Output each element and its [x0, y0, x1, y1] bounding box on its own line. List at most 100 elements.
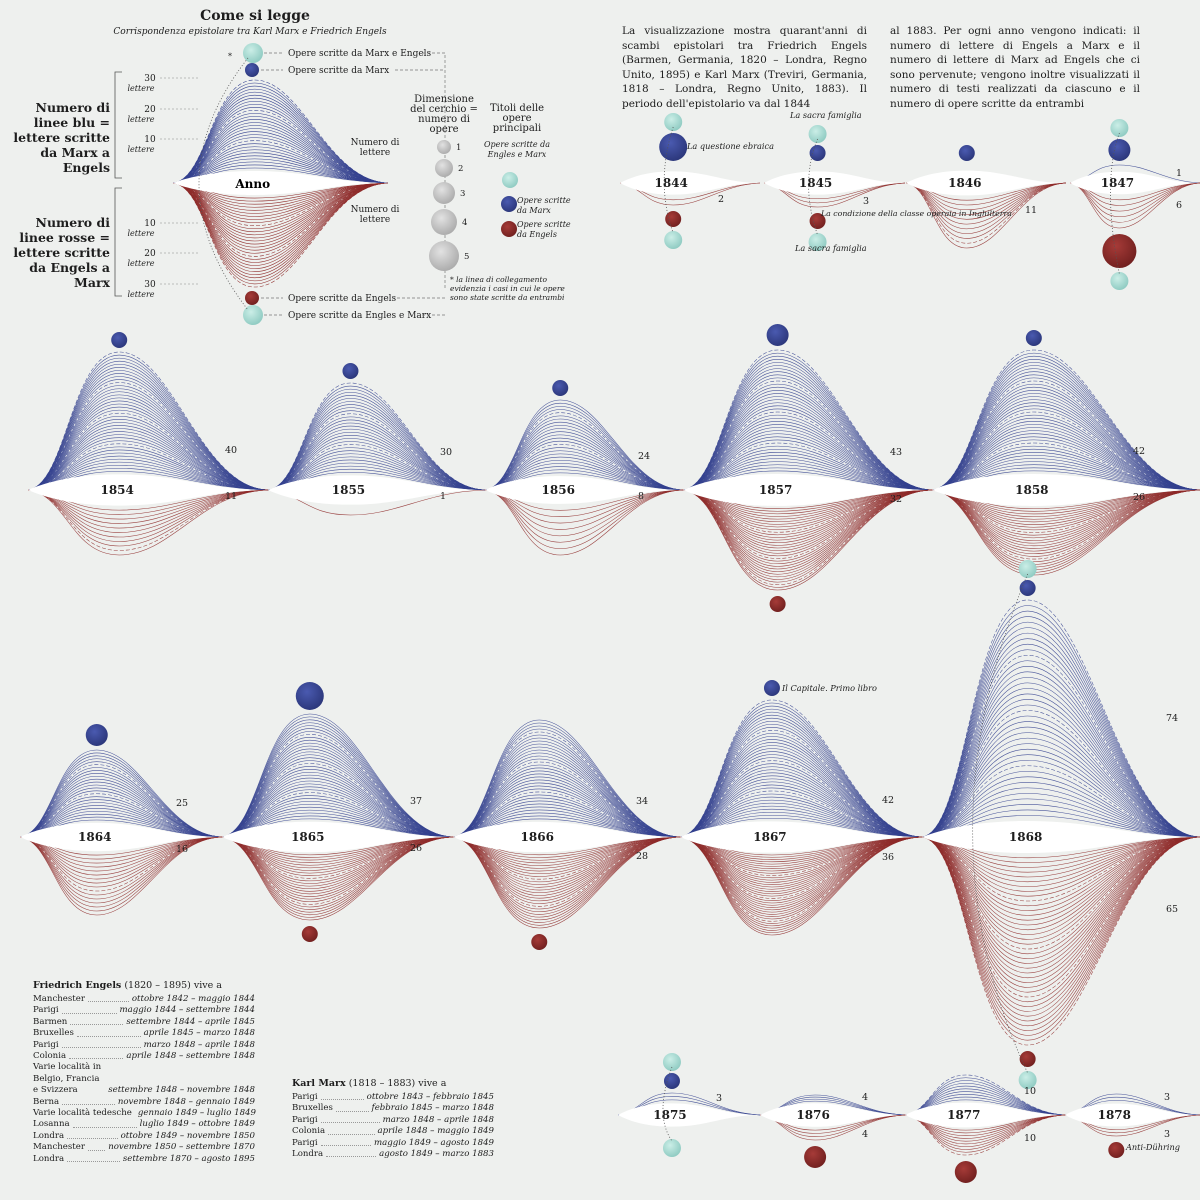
both-works-dot-bottom [808, 233, 827, 251]
engels-letter-line [452, 836, 681, 899]
dates: marzo 1848 – aprile 1848 [382, 1114, 494, 1125]
marx-works-dot [295, 682, 324, 710]
engels-letter-line [221, 836, 454, 892]
engels-letter-line [921, 836, 1200, 950]
marx-letter-line [19, 793, 223, 838]
marx-letter-line [27, 434, 269, 491]
place: Bruxelles [292, 1103, 333, 1114]
engels-residence-row: Parigi marzo 1848 – aprile 1848 [33, 1040, 255, 1051]
engels-letter-line [905, 182, 1067, 225]
marx-letter-line [484, 415, 684, 491]
marx-letter-line [682, 408, 933, 491]
engels-works-dot [665, 211, 682, 227]
engels-letter-line [921, 836, 1200, 964]
legend-red-line [172, 182, 389, 266]
marx-letter-line [682, 355, 933, 491]
marx-letter-line [679, 730, 923, 838]
engels-letter-line [682, 489, 933, 586]
engels-letter-line [679, 836, 923, 906]
engels-letter-line [904, 1114, 1066, 1142]
marx-letter-line [682, 442, 933, 491]
marx-letter-line [679, 748, 923, 838]
year-label: 1845 [799, 176, 832, 190]
marx-letter-line [682, 365, 933, 491]
marx-letter-line [679, 760, 923, 838]
engels-letter-line [904, 1114, 1066, 1145]
marx-letter-line [27, 397, 269, 491]
marx-letter-line [19, 808, 223, 838]
year-shape-1844: 1844 2 [619, 113, 761, 249]
dates: ottobre 1843 – febbraio 1845 [366, 1092, 494, 1102]
engels-letter-line [921, 836, 1200, 883]
engels-letter-line [679, 836, 923, 913]
marx-letter-line [484, 450, 684, 491]
year-label: 1876 [796, 1108, 829, 1122]
marx-letter-line [452, 758, 681, 838]
marx-works-dot [659, 133, 688, 161]
legend-red-line [172, 182, 389, 248]
marx-letter-line [921, 616, 1200, 838]
marx-works-dot [1019, 580, 1036, 596]
marx-letter-line [921, 721, 1200, 838]
year-label: 1867 [753, 830, 786, 844]
both-works-dot-top [662, 1053, 681, 1071]
engels-letter-line [27, 489, 269, 556]
marx-letter-line [931, 386, 1200, 491]
marx-letter-line [221, 798, 454, 838]
legend-red-line [172, 182, 389, 257]
marx-letter-line [267, 425, 486, 491]
year-eye [1065, 1103, 1200, 1127]
marx-letter-line [221, 725, 454, 838]
both-works-dot-bottom [662, 1139, 681, 1157]
year-eye [932, 474, 1200, 506]
marx-letter-line [267, 398, 486, 491]
engels-letter-line [682, 489, 933, 533]
marx-letter-line [452, 737, 681, 838]
legend-blue-line [172, 103, 389, 184]
marx-letter-line [267, 382, 486, 491]
engels-letter-line [27, 489, 269, 524]
place: Manchester [33, 994, 85, 1004]
legend-blue-line [172, 125, 389, 184]
marx-letter-line [452, 806, 681, 838]
engels-letter-line [679, 836, 923, 933]
marx-letter-line [931, 374, 1200, 491]
marx-letter-line [27, 376, 269, 491]
marx-letter-line [19, 805, 223, 838]
legend-red-line [172, 182, 389, 233]
engels-letter-line [679, 836, 923, 936]
dates: maggio 1849 – agosto 1849 [374, 1137, 494, 1148]
marx-letter-line [27, 351, 269, 491]
marx-letter-line [27, 419, 269, 491]
legend-size-dot [429, 241, 459, 271]
year-shape-1877: 1877 10 10 [904, 1074, 1066, 1183]
marx-letter-line [221, 783, 454, 838]
engels-letter-line [19, 836, 223, 880]
legend-eye [173, 171, 388, 195]
dates: ottobre 1849 – novembre 1850 [120, 1130, 255, 1141]
engels-letter-line [905, 182, 1067, 211]
year-shape-1864: 1864 25 16 [19, 724, 223, 916]
marx-letter-line [682, 458, 933, 491]
engels-letter-line [682, 489, 933, 562]
engels-letter-line [759, 1114, 906, 1141]
marx-letter-line [921, 654, 1200, 838]
engels-letter-line [221, 836, 454, 900]
marx-letter-line [267, 401, 486, 491]
engels-letter-line [921, 836, 1200, 993]
engels-count-label: 32 [890, 494, 902, 505]
place: Manchester [33, 1142, 85, 1153]
engels-letter-line [921, 836, 1200, 873]
marx-letter-line [19, 767, 223, 838]
legend-red-line [172, 182, 389, 288]
marx-letter-line [931, 461, 1200, 491]
titles-header: Titoli delle opere principali [489, 103, 545, 134]
marx-letter-line [921, 627, 1200, 838]
both-works-dot-bottom [664, 231, 683, 249]
engels-letter-line [921, 836, 1200, 1012]
marx-letter-line [484, 463, 684, 491]
marx-letter-line [682, 402, 933, 491]
marx-letter-lines [484, 399, 684, 491]
marx-letter-line [921, 782, 1200, 838]
marx-letter-line [267, 416, 486, 491]
